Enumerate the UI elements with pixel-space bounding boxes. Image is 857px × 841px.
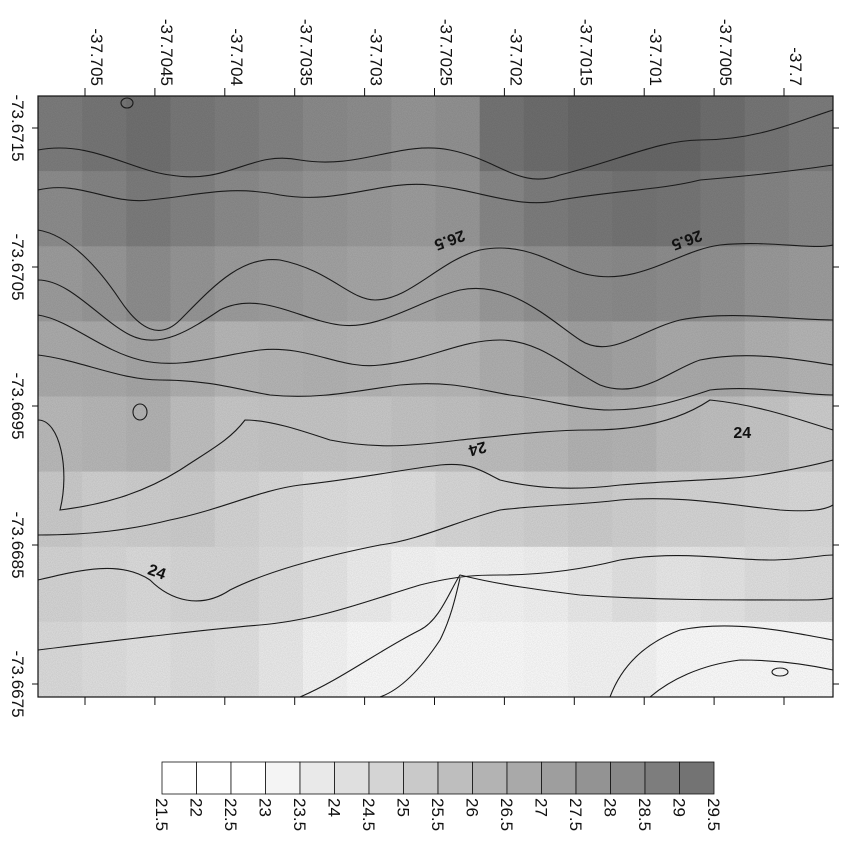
contour-label: 24 [733,425,751,442]
legend-swatch [575,761,611,795]
legend-swatch [679,761,715,795]
contour-label: 24 [145,562,168,584]
top-tick-label: -37.7035 [297,19,316,86]
top-tick-label: -37.7 [786,47,805,86]
contour-line [38,459,833,536]
legend-label: 25.5 [428,798,447,831]
legend-label: 22.5 [221,798,240,831]
grain-overlay [38,96,833,697]
legend-label: 23.5 [290,798,309,831]
legend-swatch [230,761,266,795]
contour-line [299,574,833,697]
contour-line [38,354,833,411]
contour-line [38,399,833,511]
legend-swatch [437,761,473,795]
legend-label: 23 [256,798,275,817]
contour-line [38,164,833,204]
contour-label: 24 [466,437,488,458]
legend-swatch [541,761,577,795]
top-tick-label: -37.702 [506,28,525,86]
contour-line [38,109,833,180]
contour-line [38,229,833,331]
plot-frame [37,95,834,698]
legend-label: 24.5 [359,798,378,831]
legend-label: 28.5 [635,798,654,831]
legend-swatch [472,761,508,795]
legend-swatch [299,761,335,795]
contour-lines [38,97,833,697]
legend-swatch [506,761,542,795]
legend-swatch [334,761,370,795]
legend-label: 26.5 [497,798,516,831]
legend-swatch [610,761,646,795]
legend-swatch [196,761,232,795]
legend-swatch [368,761,404,795]
legend-swatch [265,761,301,795]
contour-line [649,659,833,697]
contour-loop [132,403,148,421]
contour-line [609,625,833,697]
legend-label: 27.5 [566,798,585,831]
legend-label: 29 [670,798,689,817]
left-tick-label: -73.6695 [8,372,27,439]
contour-loop [771,667,789,677]
contour-line [38,314,833,390]
legend-swatch [161,761,197,795]
left-axis: -73.6715 -73.6705 -73.6695 -73.6685 -73.6675 [8,94,839,718]
top-axis: -37.705 -37.7045 -37.704 -37.7035 -37.703 -37… [84,19,805,705]
contour-line [38,498,833,602]
legend-label: 29.5 [704,798,723,831]
legend-swatch [644,761,680,795]
top-tick-label: -37.701 [646,28,665,86]
legend-label: 26 [463,798,482,817]
legend-label: 28 [601,798,620,817]
top-tick-label: -37.7015 [576,19,595,86]
legend-swatch [403,761,439,795]
left-tick-label: -73.6685 [8,511,27,578]
legend-label: 21.5 [152,798,171,831]
top-tick-label: -37.7025 [437,19,456,86]
left-tick-label: -73.6705 [8,233,27,300]
contour-loop [120,97,134,109]
legend-label: 27 [532,798,551,817]
legend-label: 24 [325,798,344,817]
top-tick-label: -37.7045 [157,19,176,86]
legend-label: 25 [394,798,413,817]
legend-label: 22 [187,798,206,817]
top-tick-label: -37.705 [87,28,106,86]
contour-line [38,554,833,651]
top-tick-label: -37.704 [227,28,246,86]
top-tick-label: -37.7005 [716,19,735,86]
contour-line [379,577,461,697]
contour-line [38,279,833,348]
left-tick-label: -73.6715 [8,94,27,161]
legend: 21.5 22 22.5 23 23.5 24 24.5 25 25.5 26 26.5 27 27.5… [152,761,723,831]
top-tick-label: -37.703 [367,28,386,86]
left-tick-label: -73.6675 [8,650,27,717]
